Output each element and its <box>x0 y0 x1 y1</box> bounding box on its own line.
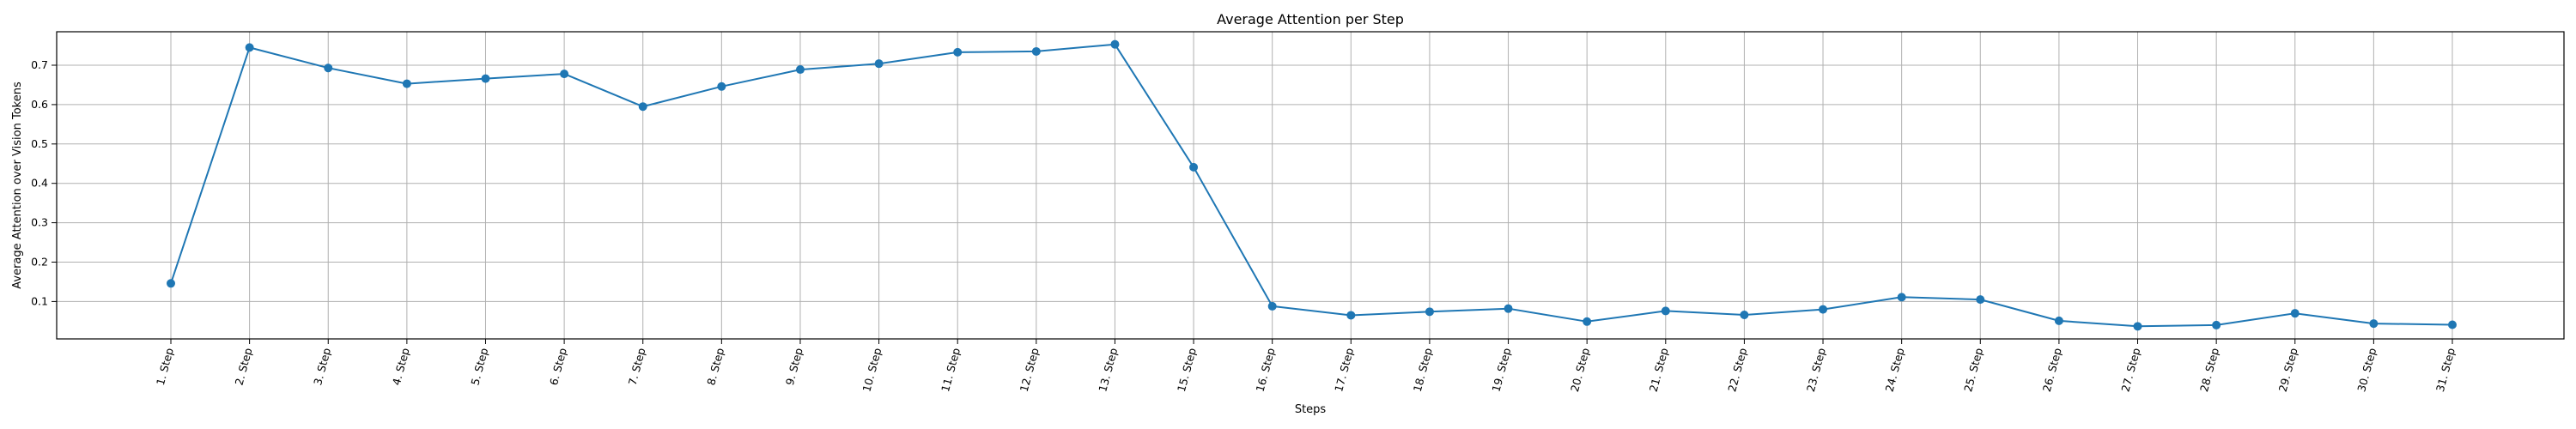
data-point <box>1976 295 1985 305</box>
data-point <box>1897 293 1906 302</box>
data-point <box>1661 306 1670 316</box>
x-tick-label: 18. Step <box>1411 347 1435 393</box>
data-point <box>2369 319 2379 329</box>
x-tick-label: 16. Step <box>1254 347 1278 393</box>
data-point <box>2054 316 2063 325</box>
data-point <box>2212 320 2221 329</box>
x-tick-label: 30. Step <box>2354 347 2379 393</box>
data-point <box>2290 309 2300 318</box>
chart-title: Average Attention per Step <box>1217 11 1404 27</box>
x-tick-label: 2. Step <box>233 347 255 387</box>
y-tick-label: 0.7 <box>31 58 48 71</box>
y-tick-label: 0.6 <box>31 98 48 111</box>
x-tick-label: 28. Step <box>2197 347 2221 393</box>
x-tick-label: 11. Step <box>939 347 963 393</box>
x-tick-label: 15. Step <box>1175 347 1199 393</box>
x-tick-label: 10. Step <box>860 347 884 393</box>
x-tick-label: 22. Step <box>1725 347 1749 393</box>
y-tick-label: 0.1 <box>31 294 48 307</box>
x-tick-label: 7. Step <box>626 347 648 387</box>
x-tick-label: 26. Step <box>2040 347 2064 393</box>
data-point <box>481 74 490 83</box>
data-point <box>1267 301 1277 311</box>
data-point <box>795 65 805 75</box>
x-tick-label: 21. Step <box>1647 347 1671 393</box>
x-tick-label: 4. Step <box>390 347 412 387</box>
data-point <box>953 47 963 57</box>
x-tick-label: 12. Step <box>1018 347 1042 393</box>
data-point <box>324 63 333 73</box>
series-polyline <box>170 43 2453 328</box>
x-tick-label: 1. Step <box>154 347 176 387</box>
x-tick-label: 3. Step <box>311 347 333 387</box>
x-tick-label: 27. Step <box>2118 347 2142 393</box>
data-point <box>1504 304 1513 313</box>
y-axis-ticks: 0.1 0.2 0.3 0.4 0.5 0.6 0.7 <box>31 58 57 307</box>
x-axis-ticks: 1. Step 2. Step 3. Step 4. Step 5. Step 6. St… <box>154 339 2458 393</box>
data-point <box>1740 311 1749 320</box>
plot-frame <box>56 31 2565 340</box>
x-tick-label: 31. Step <box>2433 347 2458 393</box>
data-point <box>1346 311 1356 320</box>
x-tick-label: 25. Step <box>1961 347 1985 393</box>
data-point <box>1819 305 1828 314</box>
x-tick-label: 23. Step <box>1804 347 1828 393</box>
grid-lines <box>57 32 2564 339</box>
y-tick-label: 0.2 <box>31 256 48 269</box>
y-tick-label: 0.3 <box>31 216 48 229</box>
x-tick-label: 19. Step <box>1489 347 1513 393</box>
data-point <box>638 102 647 112</box>
x-tick-label: 9. Step <box>783 347 805 387</box>
data-point <box>167 279 175 288</box>
x-tick-label: 29. Step <box>2276 347 2300 393</box>
x-tick-label: 5. Step <box>468 347 490 387</box>
data-point <box>874 59 884 69</box>
data-point <box>245 43 254 52</box>
x-axis-label: Steps <box>1295 403 1327 416</box>
data-point <box>1031 46 1041 56</box>
data-point <box>402 79 411 88</box>
data-point <box>717 82 726 91</box>
data-point <box>1189 162 1199 172</box>
data-point <box>2133 322 2142 331</box>
data-point <box>1110 39 1120 49</box>
series-line <box>167 39 2457 331</box>
x-tick-label: 8. Step <box>704 347 726 387</box>
x-tick-label: 13. Step <box>1096 347 1120 393</box>
data-point <box>560 69 569 79</box>
y-tick-label: 0.4 <box>31 177 48 190</box>
x-tick-label: 24. Step <box>1883 347 1907 393</box>
data-point <box>1583 317 1592 326</box>
data-point <box>1425 307 1434 317</box>
y-tick-label: 0.5 <box>31 137 48 150</box>
x-tick-label: 17. Step <box>1332 347 1356 393</box>
x-tick-label: 6. Step <box>547 347 569 387</box>
data-point <box>2448 320 2457 329</box>
y-axis-label: Average Attention over Vision Tokens <box>11 82 24 289</box>
x-tick-label: 20. Step <box>1568 347 1592 393</box>
